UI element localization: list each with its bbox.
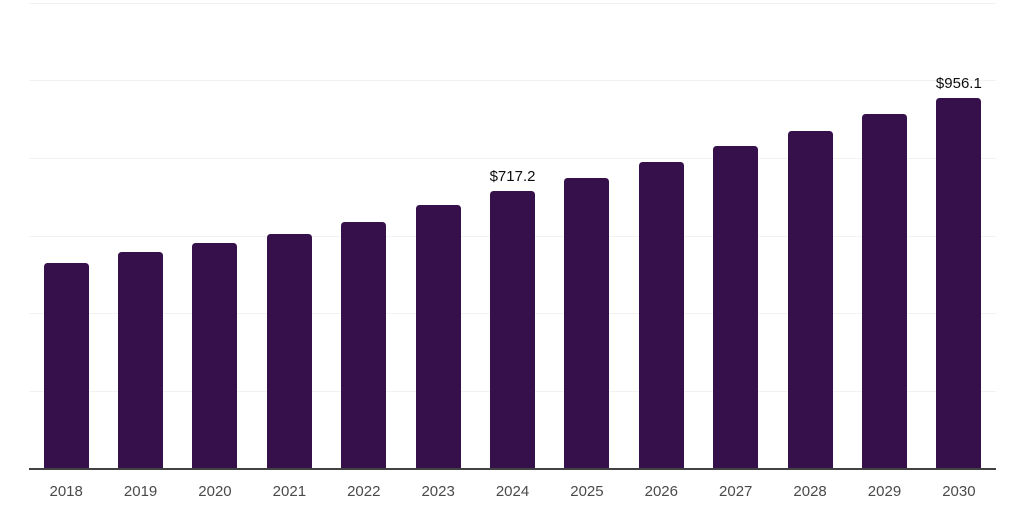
bar-2023 (415, 204, 461, 469)
bar-slot-2020 (178, 3, 252, 469)
x-tick-label-2023: 2023 (421, 483, 455, 500)
gridline-800 (29, 157, 996, 159)
bar-2029 (861, 113, 907, 469)
bar-slot-2025 (550, 3, 624, 469)
bar-slot-2018 (29, 3, 103, 469)
x-tick-label-2027: 2027 (719, 483, 753, 500)
bar-2021 (266, 233, 312, 469)
x-tick-label-2030: 2030 (942, 483, 976, 500)
bar-slot-2030: $956.1 (922, 3, 996, 469)
bar-slot-2028 (773, 3, 847, 469)
x-tick-label-2020: 2020 (198, 483, 232, 500)
bar-chart: $717.2 $956.1 2018 2019 2020 2021 2022 2023 202… (29, 0, 996, 512)
x-axis-labels: 2018 2019 2020 2021 2022 2023 2024 2025 2026 2027… (29, 483, 996, 500)
x-tick-label-2021: 2021 (272, 483, 307, 500)
bar-slot-2021 (252, 3, 326, 469)
bar-slot-2023 (401, 3, 475, 469)
bars: $717.2 $956.1 (29, 3, 996, 469)
bar-2030 (936, 97, 982, 469)
x-tick-label-2018: 2018 (49, 483, 83, 500)
bar-slot-2026 (624, 3, 698, 469)
bar-2025 (564, 177, 610, 469)
x-tick-label-2026: 2026 (644, 483, 678, 500)
x-tick-label-2022: 2022 (347, 483, 381, 500)
x-tick-label-2019: 2019 (123, 483, 158, 500)
bar-2019 (118, 251, 164, 469)
plot-area: $717.2 $956.1 (29, 2, 996, 469)
gridline-1000 (29, 80, 996, 82)
bar-2018 (43, 263, 89, 469)
bar-2024 (490, 190, 536, 469)
bar-slot-2022 (327, 3, 401, 469)
gridline-1200 (29, 2, 996, 4)
bar-slot-2024: $717.2 (475, 3, 549, 469)
bar-2026 (638, 161, 684, 469)
bar-slot-2027 (699, 3, 773, 469)
value-label-2024: $717.2 (489, 167, 536, 185)
value-label-2030: $956.1 (935, 74, 982, 92)
bar-2020 (192, 243, 238, 469)
bar-2022 (341, 221, 387, 469)
x-axis-line (29, 468, 996, 470)
bar-slot-2029 (847, 3, 921, 469)
bar-2027 (713, 145, 759, 469)
x-tick-label-2028: 2028 (793, 483, 827, 500)
bar-slot-2019 (103, 3, 177, 469)
x-tick-label-2029: 2029 (867, 483, 902, 500)
x-tick-label-2024: 2024 (495, 483, 530, 500)
x-tick-label-2025: 2025 (570, 483, 604, 500)
bar-2028 (787, 131, 833, 469)
